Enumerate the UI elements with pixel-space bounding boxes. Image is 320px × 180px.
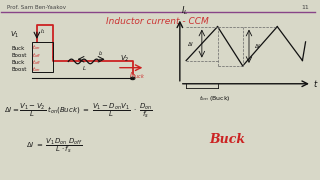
Text: $\Delta I$: $\Delta I$ (254, 42, 261, 50)
Text: $V_2$: $V_2$ (120, 54, 130, 64)
Text: 11: 11 (301, 5, 309, 10)
Text: $\Delta I$: $\Delta I$ (187, 40, 194, 48)
Text: Buck: Buck (12, 46, 25, 51)
Text: Prof. Sam Ben-Yaakov: Prof. Sam Ben-Yaakov (7, 5, 66, 10)
Bar (32, 42, 52, 72)
Text: $t$: $t$ (313, 78, 319, 89)
Text: Boost: Boost (12, 53, 27, 58)
Text: $I_{Buck}$: $I_{Buck}$ (129, 71, 146, 82)
Text: $L$: $L$ (82, 64, 86, 72)
Text: $t_{off}$: $t_{off}$ (32, 51, 42, 60)
Text: $I_L$: $I_L$ (181, 4, 189, 17)
Text: Inductor current - CCM: Inductor current - CCM (107, 17, 209, 26)
Text: $\Delta I\ =\ \dfrac{V_1 D_{on}\ D_{off}}{L \cdot f_s}$: $\Delta I\ =\ \dfrac{V_1 D_{on}\ D_{off}… (26, 136, 82, 155)
Text: $t_{on}$ (Buck): $t_{on}$ (Buck) (199, 94, 230, 103)
Text: $I_1$: $I_1$ (40, 27, 46, 35)
Text: Buck: Buck (12, 60, 25, 65)
Text: Boost: Boost (12, 67, 27, 72)
Text: $V_1$: $V_1$ (10, 30, 20, 40)
Text: $t_{on}$: $t_{on}$ (32, 65, 41, 74)
Text: $I_2$: $I_2$ (99, 49, 104, 58)
Text: Buck: Buck (209, 133, 245, 146)
Text: $t_{off}$: $t_{off}$ (32, 58, 42, 67)
Text: $t_{on}$: $t_{on}$ (32, 44, 41, 53)
Text: $\Delta I = \dfrac{V_1 - V_2}{L}\ t_{on}(Buck)\ =\ \dfrac{V_1 - D_{on}V_1}{L}\ \: $\Delta I = \dfrac{V_1 - V_2}{L}\ t_{on}… (4, 102, 153, 120)
